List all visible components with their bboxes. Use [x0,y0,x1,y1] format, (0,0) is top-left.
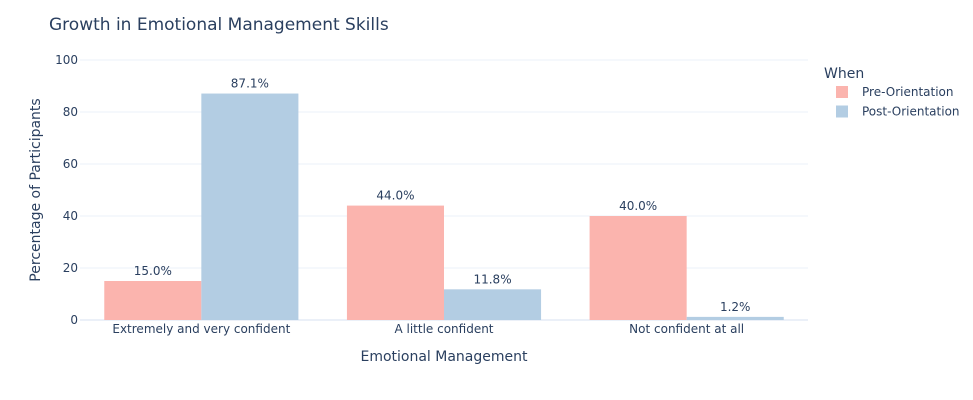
bar-1-1 [444,289,542,320]
x-axis-ticks: Extremely and very confident A little con… [112,322,744,336]
x-tick-label: Extremely and very confident [112,322,290,336]
legend-swatch-0 [836,86,848,98]
data-label: 1.2% [720,300,751,314]
legend-item-1: Post-Orientation [862,105,960,119]
y-tick-label: 40 [63,209,78,223]
legend-swatch-1 [836,105,848,118]
bar-0-0 [104,281,202,320]
x-tick-label: A little confident [394,322,493,336]
y-axis-title: Percentage of Participants [28,98,44,281]
y-tick-label: 80 [63,105,78,119]
bar-1-0 [346,205,444,320]
y-tick-label: 100 [55,53,78,67]
data-label: 40.0% [619,199,657,213]
x-tick-label: Not confident at all [629,322,744,336]
bar-2-0 [589,216,687,320]
bars [104,93,784,320]
y-tick-label: 20 [63,261,78,275]
legend: When Pre-Orientation Post-Orientation [824,66,960,119]
bar-2-1 [686,316,784,320]
data-label: 15.0% [134,264,172,278]
y-axis-ticks: 0 20 40 60 80 100 [55,53,78,327]
chart-title: Growth in Emotional Management Skills [49,15,389,35]
x-axis-title: Emotional Management [360,349,528,365]
y-tick-label: 60 [63,157,78,171]
legend-title: When [824,66,864,82]
data-label: 44.0% [376,189,414,203]
data-label: 87.1% [231,77,269,91]
y-tick-label: 0 [70,313,78,327]
data-labels: 15.0% 87.1% 44.0% 11.8% 40.0% 1.2% [134,77,751,314]
legend-item-0: Pre-Orientation [862,85,954,99]
data-label: 11.8% [473,272,511,286]
bar-0-1 [201,93,299,320]
